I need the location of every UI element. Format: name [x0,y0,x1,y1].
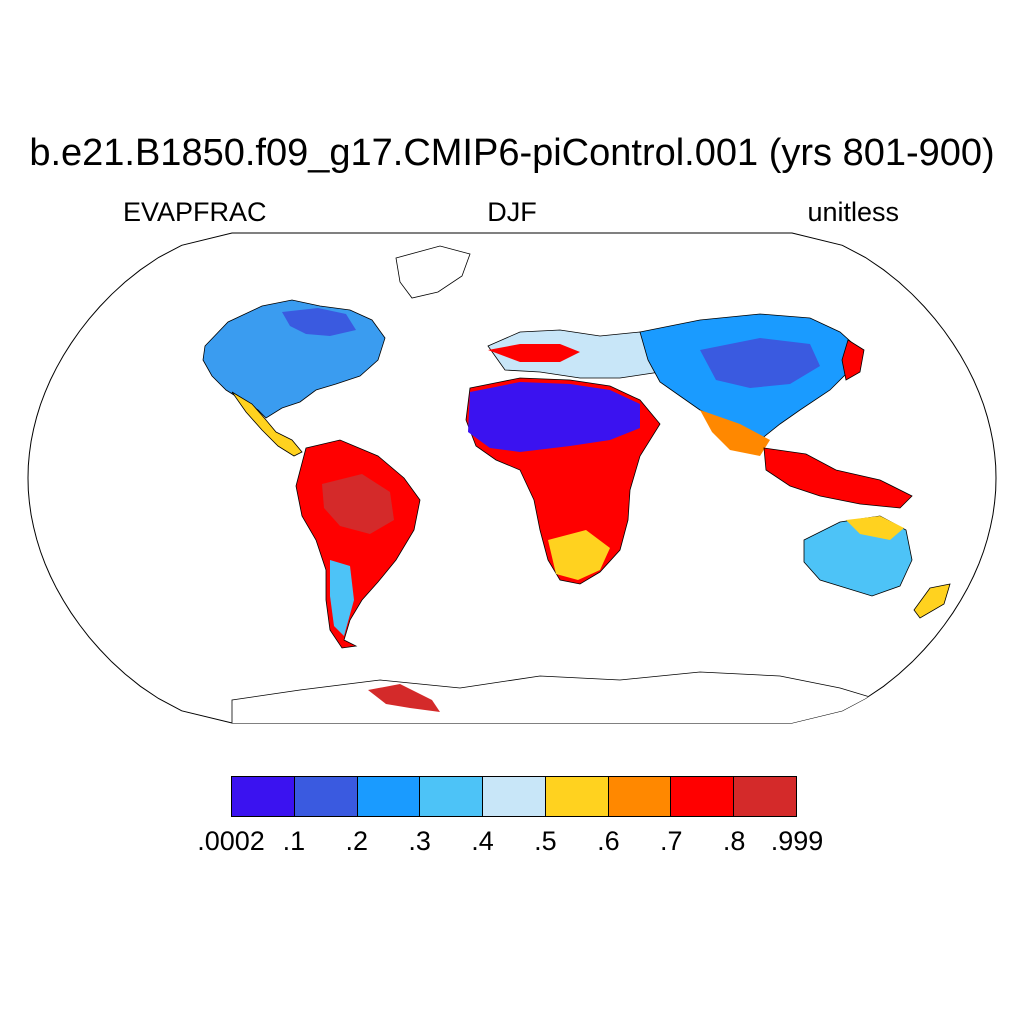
south-asia-wet [700,410,770,456]
greenland-land [395,245,471,299]
colorbar-tick-label: .999 [770,826,824,856]
colorbar-tick-label: .3 [408,826,431,856]
southeast-asia-land [763,447,913,509]
central-asia-dry [700,338,820,388]
colorbar-tick-label: .2 [345,826,369,856]
colorbar-box [545,777,609,816]
south-america-south-band [330,560,354,636]
colorbar-box [294,777,358,816]
colorbar-tick-label: .0002 [197,826,265,856]
colorbar-box [232,777,295,816]
colorbar-tick-label: .5 [534,826,557,856]
colorbar-box [671,777,735,816]
europe-south-rim [488,344,580,362]
colorbar-box [483,777,546,816]
kalahari-region [548,530,610,580]
mexico-land [231,391,303,457]
season-label: DJF [487,197,537,227]
colorbar-box [608,777,672,816]
figure-title: b.e21.B1850.f09_g17.CMIP6-piControl.001 … [29,132,995,174]
colorbar-ticks: .0002 .1 .2 .3 .4 .5 .6 .7 .8 .999 [0,826,1024,860]
colorbar-box [357,777,421,816]
colorbar-tick-label: .7 [659,826,683,856]
colorbar-box [734,777,797,816]
new-zealand-land [913,583,951,619]
colorbar-box [420,777,484,816]
sahara-dry-region [468,382,640,452]
land-field-layer [202,245,951,723]
japan-land [841,339,865,381]
colorbar-tick-label: .4 [471,826,494,856]
colorbar-tick-label: .8 [722,826,746,856]
colorbar-tick-label: .1 [282,826,306,856]
colorbar [231,776,797,817]
units-label: unitless [807,197,899,227]
antarctic-peninsula [368,684,440,712]
variable-label: EVAPFRAC [123,197,267,227]
amazon-high-core [322,474,394,534]
australia-coastal-rim [846,516,904,540]
north-america-dry-core [282,308,356,336]
colorbar-tick-label: .6 [597,826,620,856]
